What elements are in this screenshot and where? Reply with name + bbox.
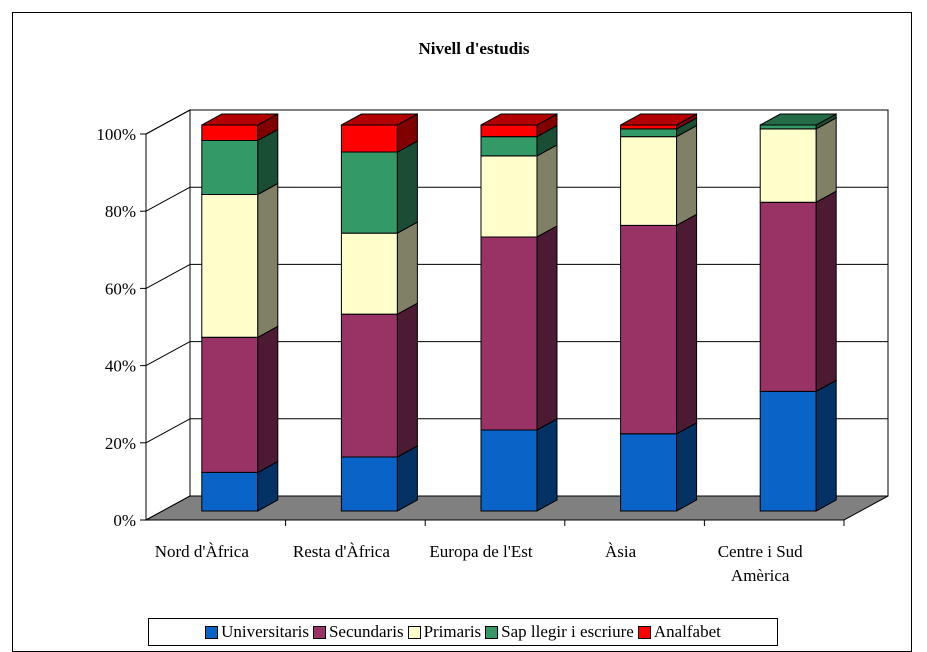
bar-1-2-front [480,236,538,431]
gridline-side [145,186,191,212]
legend-label: Analfabet [653,622,721,641]
side-wall [145,109,191,521]
x-tick-label: Àsia [605,542,637,561]
y-tick-label: 0% [113,511,136,530]
bar-0-3-front [620,433,678,512]
bar-1-0-side [257,325,279,474]
gridline-side [145,341,191,367]
y-tick-label: 20% [105,434,136,453]
bar-4-3-front [620,124,678,130]
bar-2-4-side [815,117,837,204]
legend-entry: Sap llegir i escriure [485,622,634,642]
bar-3-4-top [759,113,837,126]
legend-swatch [485,625,499,639]
bar-0-0-front [201,471,259,512]
bar-1-3-side [676,213,698,435]
bar-2-0-side [257,182,279,339]
y-tick-label: 100% [96,125,136,144]
bar-2-2-side [536,144,558,238]
bar-2-3-side [676,124,698,227]
chart-title: Nivell d'estudis [419,39,530,58]
bar-2-2-front [480,155,538,238]
legend-swatch [312,625,326,639]
bar-0-4-front [759,390,817,512]
bar-2-1-front [340,232,398,315]
legend-swatch [637,625,651,639]
bar-3-4-front [759,124,817,130]
bar-0-4-side [815,379,837,512]
bar-2-4-front [759,128,817,203]
x-tick-label: Amèrica [731,566,790,585]
legend-label: Universitaris [221,622,309,641]
bar-0-3-side [676,421,698,512]
legend-label: Secundaris [328,622,404,641]
bar-4-0-top [201,113,279,126]
bar-1-2-side [536,225,558,431]
legend-swatch [407,625,421,639]
legend: Universitaris Secundaris Primaris Sap llegi… [148,618,778,646]
plot-area: 0% 20% 40% 60% 80% 100% Nord d'Àfrica Resta d'À… [96,109,889,585]
legend-label: Primaris [423,622,482,641]
bar-3-3-front [620,128,678,138]
bar-4-1-front [340,124,398,153]
bar-0-1-front [340,456,398,512]
bar-3-1-front [340,151,398,234]
legend-swatch [205,625,219,639]
bar-3-2-front [480,136,538,157]
gridline-side [145,418,191,444]
gridline-side [145,263,191,289]
x-tick-label: Centre i Sud [718,542,803,561]
bar-4-1-top [341,113,418,126]
x-tick-label: Nord d'Àfrica [155,542,250,561]
bar-3-1-side [396,140,418,234]
legend-entry: Universitaris [205,622,309,642]
bar-1-4-front [759,201,817,392]
y-tick-label: 60% [105,279,136,298]
legend-entry: Analfabet [637,622,721,642]
bar-2-1-side [396,221,418,315]
x-tick-label: Europa de l'Est [429,542,532,561]
legend-label: Sap llegir i escriure [501,622,634,641]
bar-1-0-front [201,336,259,473]
bar-0-2-side [536,418,558,512]
bar-4-2-top [480,113,558,126]
x-tick-label: Resta d'Àfrica [293,542,390,561]
bar-1-1-front [340,313,398,458]
bar-3-0-front [201,139,259,195]
gridline-side [145,109,191,135]
legend-entry: Secundaris [312,622,404,642]
y-tick-label: 80% [105,202,136,221]
bar-4-0-front [201,124,259,141]
bar-4-3-top [620,113,697,126]
legend-entry: Primaris [407,622,482,642]
bar-1-1-side [396,302,418,458]
bar-2-3-front [620,136,678,226]
bar-1-4-side [815,190,837,393]
bar-1-3-front [620,224,678,435]
y-tick-label: 40% [105,357,136,376]
bar-4-2-front [480,124,538,138]
bar-2-0-front [201,193,259,338]
bar-0-2-front [480,429,538,512]
